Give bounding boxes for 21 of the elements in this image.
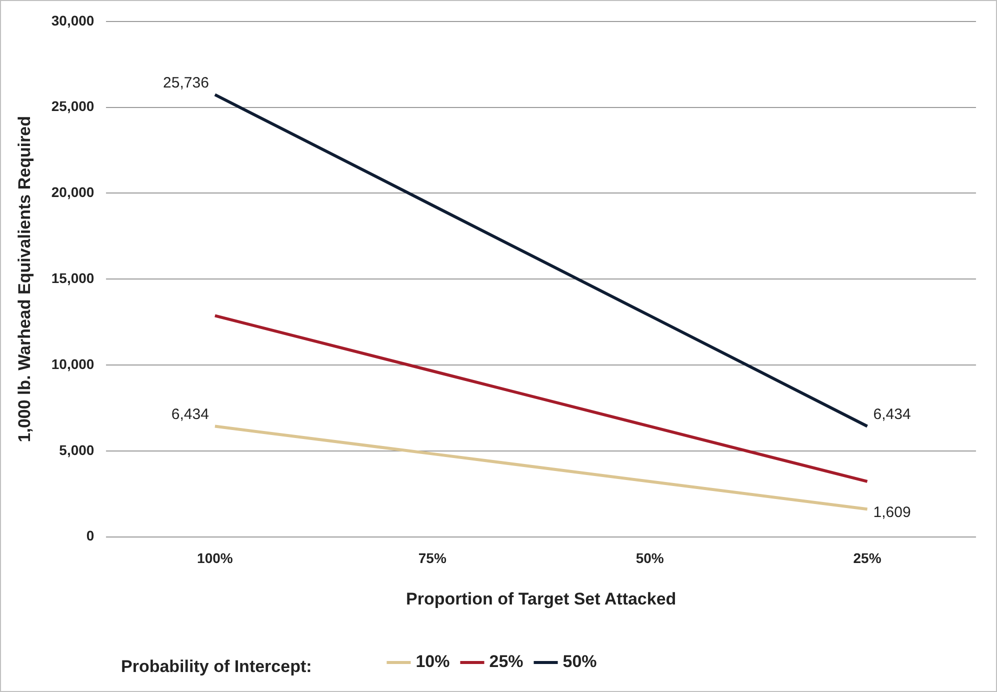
y-tick-label: 0 [86, 528, 94, 544]
data-label: 6,434 [873, 406, 911, 423]
x-tick-label: 25% [853, 550, 882, 566]
y-tick-label: 30,000 [51, 12, 94, 28]
x-tick-label: 100% [197, 550, 234, 566]
data-label: 6,434 [171, 406, 209, 423]
data-label: 1,609 [873, 504, 911, 521]
y-tick-label: 10,000 [51, 356, 94, 372]
y-axis-title: 1,000 lb. Warhead Equivalients Required [14, 116, 34, 442]
data-label: 25,736 [163, 74, 209, 92]
y-tick-label: 20,000 [51, 184, 94, 200]
y-tick-label: 5,000 [59, 442, 94, 458]
legend-label: 25% [489, 652, 524, 672]
legend-label: 50% [562, 652, 597, 672]
x-axis-title: Proportion of Target Set Attacked [406, 589, 676, 608]
x-tick-label: 50% [636, 550, 664, 566]
legend-title: Probability of Intercept: [121, 657, 312, 677]
y-tick-label: 25,000 [51, 98, 94, 114]
legend-label: 10% [416, 652, 450, 672]
y-tick-label: 15,000 [51, 270, 94, 286]
x-tick-label: 75% [418, 550, 447, 566]
